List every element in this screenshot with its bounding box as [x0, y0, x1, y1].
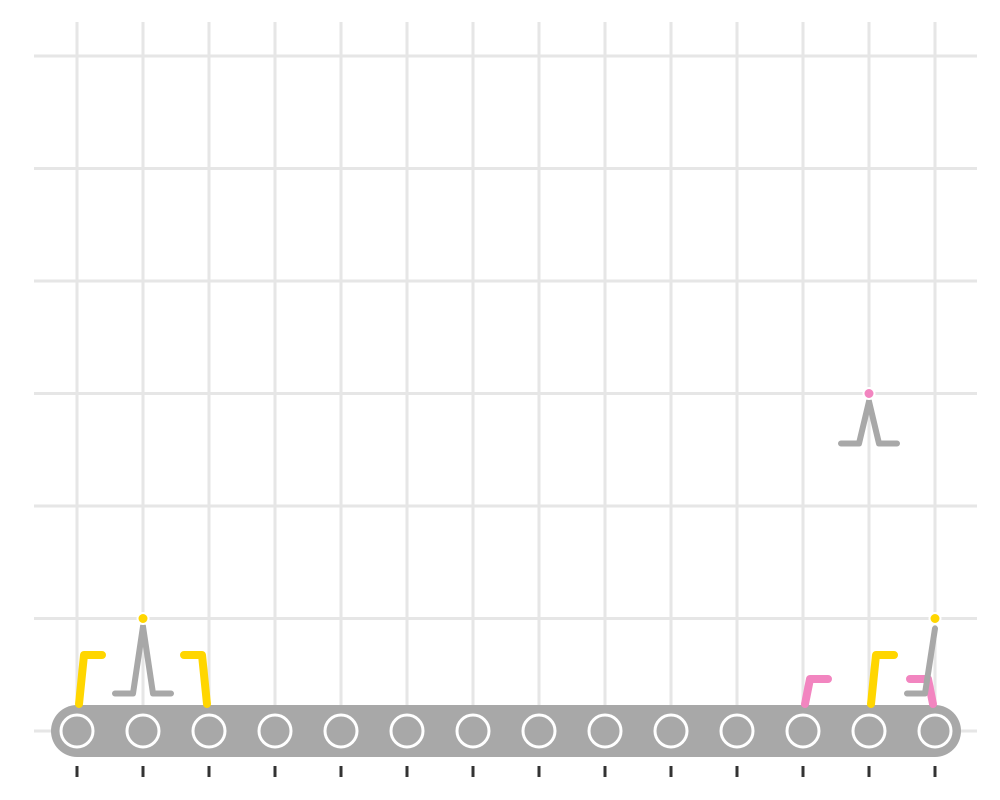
belt-item — [801, 675, 832, 708]
roller — [917, 713, 953, 749]
figure-leg-right — [866, 398, 900, 447]
roller — [59, 713, 95, 749]
figures — [112, 387, 942, 697]
belt-items — [75, 651, 937, 708]
roller — [719, 713, 755, 749]
figure-head — [862, 387, 876, 400]
roller — [455, 713, 491, 749]
belt-item — [180, 651, 211, 708]
roller — [191, 713, 227, 749]
figure-body-slash — [904, 625, 938, 697]
conveyor-belt — [51, 705, 961, 757]
grid — [34, 22, 977, 755]
roller — [785, 713, 821, 749]
roller — [257, 713, 293, 749]
rollers — [59, 713, 953, 749]
roller — [521, 713, 557, 749]
figure-leg-left — [838, 398, 872, 447]
figure — [904, 612, 942, 697]
roller — [125, 713, 161, 749]
roller — [851, 713, 887, 749]
figure — [838, 387, 900, 447]
figure-head — [136, 612, 150, 625]
roller — [587, 713, 623, 749]
figure-leg-right — [140, 623, 174, 697]
belt-item — [75, 651, 106, 708]
belt-item — [867, 651, 898, 708]
figure-head — [928, 612, 942, 625]
roller — [653, 713, 689, 749]
roller — [389, 713, 425, 749]
axis-ticks — [75, 766, 937, 777]
figure-leg-left — [112, 623, 146, 697]
figure — [112, 612, 174, 697]
roller — [323, 713, 359, 749]
